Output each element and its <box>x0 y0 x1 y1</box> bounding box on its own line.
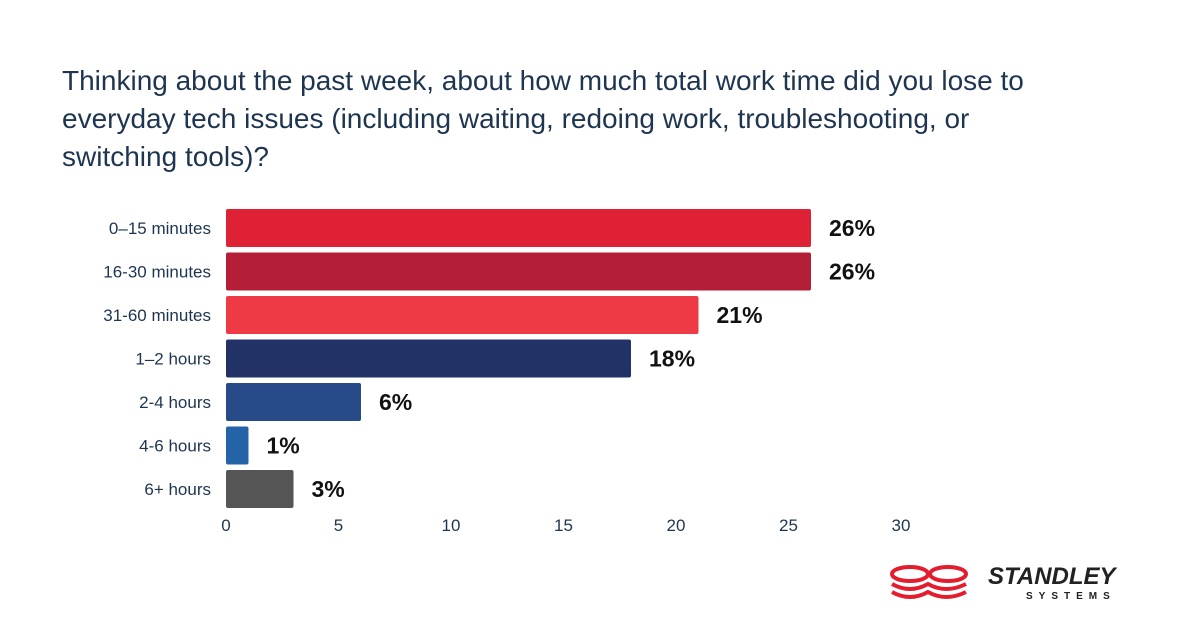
category-label: 0–15 minutes <box>109 219 211 238</box>
data-label: 6% <box>379 389 412 415</box>
logo-mark-icon <box>890 565 968 599</box>
category-label: 4-6 hours <box>139 437 211 456</box>
x-tick-label: 10 <box>442 516 461 535</box>
bar <box>226 339 631 378</box>
category-label: 1–2 hours <box>135 350 211 369</box>
data-label: 1% <box>267 433 300 459</box>
bar <box>226 470 294 508</box>
svg-text:STANDLEY: STANDLEY <box>988 563 1118 590</box>
bar-chart: 0–15 minutes 26% 16-30 minutes 26% 31-60 min… <box>103 209 911 535</box>
data-label: 26% <box>829 259 875 285</box>
category-label: 6+ hours <box>144 480 211 499</box>
standley-systems-logo: STANDLEY SYSTEMS <box>890 563 1118 602</box>
bar <box>226 296 699 334</box>
x-tick-label: 20 <box>667 516 686 535</box>
chart-title: Thinking about the past week, about how … <box>62 65 1024 172</box>
x-tick-label: 15 <box>554 516 573 535</box>
bar <box>226 252 811 291</box>
x-tick-label: 0 <box>221 516 230 535</box>
x-tick-label: 25 <box>779 516 798 535</box>
bar <box>226 383 361 421</box>
data-label: 3% <box>312 476 345 502</box>
category-label: 31-60 minutes <box>103 306 211 325</box>
data-label: 18% <box>649 346 695 372</box>
bar <box>226 209 811 247</box>
x-tick-label: 5 <box>334 516 343 535</box>
category-label: 16-30 minutes <box>103 263 211 282</box>
x-tick-label: 30 <box>892 516 911 535</box>
data-label: 21% <box>717 302 763 328</box>
data-label: 26% <box>829 215 875 241</box>
bar <box>226 426 249 465</box>
svg-text:SYSTEMS: SYSTEMS <box>1026 591 1116 602</box>
category-label: 2-4 hours <box>139 393 211 412</box>
